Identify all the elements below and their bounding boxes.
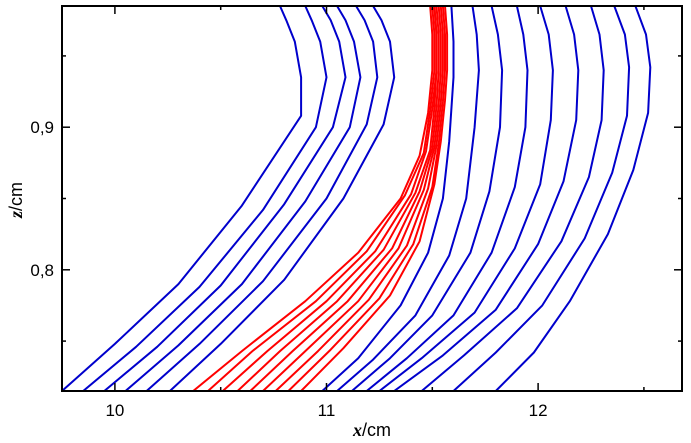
series-line-blue-16: [321, 6, 455, 391]
series-line-blue-6: [169, 6, 396, 391]
series-line-red-14: [287, 6, 446, 391]
y-axis-label: z/cm: [6, 182, 26, 219]
series-line-blue-17: [336, 6, 480, 391]
series-layer: [62, 6, 652, 391]
series-line-blue-2: [82, 6, 328, 391]
series-line-blue-20: [378, 6, 554, 391]
series-line-red-7: [192, 6, 434, 391]
series-line-blue-19: [366, 6, 529, 391]
series-line-red-11: [249, 6, 440, 391]
series-line-red-10: [236, 6, 438, 391]
y-axis-variable: z: [6, 211, 26, 219]
series-line-red-15: [300, 6, 449, 391]
x-tick-label: 11: [318, 401, 336, 420]
series-line-red-9: [222, 6, 438, 391]
series-line-blue-4: [124, 6, 362, 391]
series-line-red-8: [207, 6, 436, 391]
series-line-blue-21: [393, 6, 580, 391]
y-tick-label: 0,9: [30, 118, 54, 137]
series-line-blue-3: [103, 6, 347, 391]
series-line-blue-18: [351, 6, 504, 391]
series-line-blue-24: [495, 6, 652, 391]
series-line-blue-22: [421, 6, 605, 391]
y-axis-unit: /cm: [6, 182, 26, 211]
series-line-red-13: [275, 6, 444, 391]
x-tick-label: 12: [529, 401, 548, 420]
x-tick-label: 10: [105, 401, 124, 420]
y-tick-label: 0,8: [30, 261, 54, 280]
x-axis-unit: /cm: [362, 420, 391, 440]
series-line-blue-5: [145, 6, 379, 391]
series-line-blue-1: [62, 6, 303, 391]
x-axis-variable: x: [352, 420, 362, 440]
tick-layer: 10 11 12 0,8 0,9: [30, 6, 682, 420]
series-line-blue-23: [452, 6, 631, 391]
series-line-red-12: [262, 6, 442, 391]
plot-frame: [61, 5, 683, 392]
x-axis-label: x/cm: [352, 420, 391, 440]
